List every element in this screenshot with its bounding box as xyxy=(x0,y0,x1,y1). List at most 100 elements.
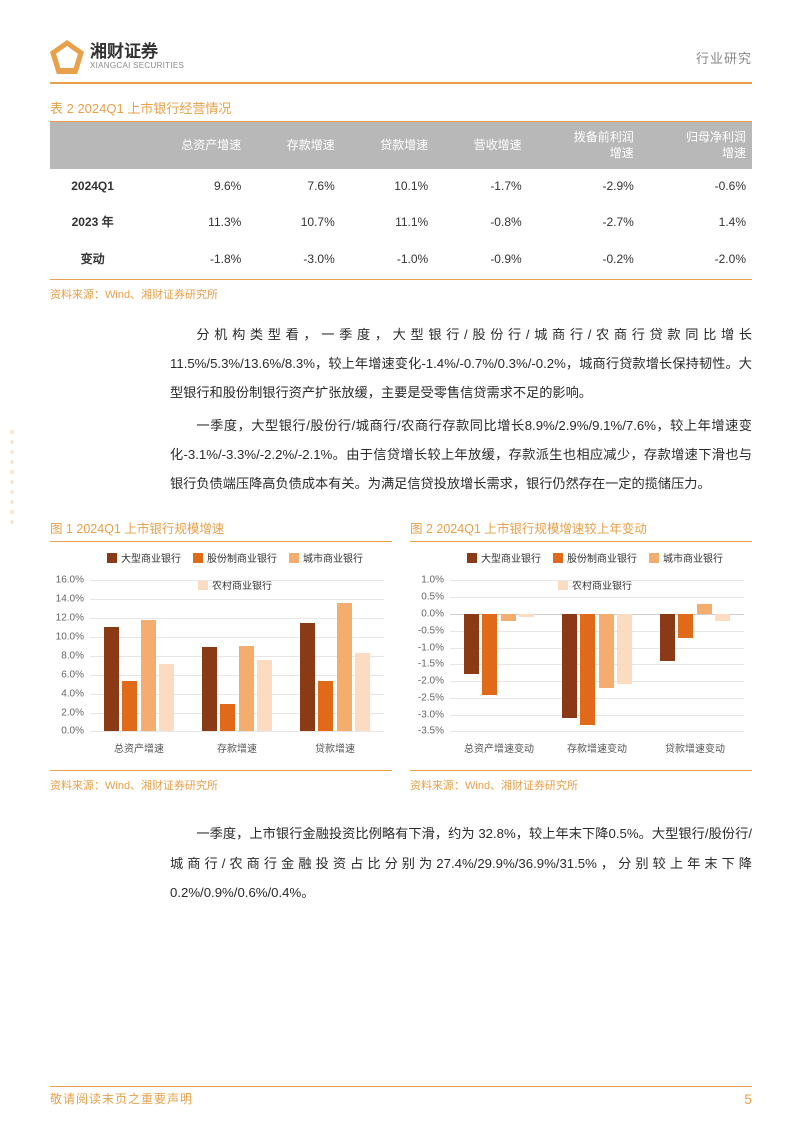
bar xyxy=(318,681,333,731)
ytick-label: 0.5% xyxy=(410,592,444,603)
bar xyxy=(202,647,217,731)
legend-item: 大型商业银行 xyxy=(107,550,181,565)
legend-swatch xyxy=(107,553,117,563)
table-header-cell xyxy=(50,122,135,169)
table-header-cell: 贷款增速 xyxy=(341,122,434,169)
bar xyxy=(464,614,479,674)
chart-2: 图 2 2024Q1 上市银行规模增速较上年变动 大型商业银行股份制商业银行 城市… xyxy=(410,514,752,793)
table-cell: -1.7% xyxy=(434,169,527,203)
ytick-label: -3.0% xyxy=(410,709,444,720)
bar-group: 贷款增速 xyxy=(298,580,372,731)
bar xyxy=(697,604,712,614)
legend-label: 城市商业银行 xyxy=(303,550,363,565)
chart-1-rule xyxy=(50,770,392,771)
legend-label: 大型商业银行 xyxy=(121,550,181,565)
logo: 湘财证券 XIANGCAI SECURITIES xyxy=(50,40,184,74)
xcat-label: 总资产增速变动 xyxy=(462,740,536,755)
plot-area: 0.0%2.0%4.0%6.0%8.0%10.0%12.0%14.0%16.0%… xyxy=(90,580,384,732)
ytick-label: 10.0% xyxy=(50,632,84,643)
xcat-label: 存款增速 xyxy=(200,740,274,755)
ytick-label: 0.0% xyxy=(410,609,444,620)
bar xyxy=(104,627,119,732)
para-3: 一季度，上市银行金融投资比例略有下滑，约为 32.8%，较上年末下降0.5%。大… xyxy=(170,819,752,906)
chart-1-title: 图 1 2024Q1 上市银行规模增速 xyxy=(50,514,392,542)
legend-label: 大型商业银行 xyxy=(481,550,541,565)
bar-group: 存款增速变动 xyxy=(560,580,634,731)
table-cell: -0.2% xyxy=(528,240,640,277)
bar xyxy=(239,646,254,732)
grid-line xyxy=(450,731,744,732)
footer-notice: 敬请阅读末页之重要声明 xyxy=(50,1090,193,1107)
table-cell: -0.9% xyxy=(434,240,527,277)
ytick-label: -1.5% xyxy=(410,659,444,670)
table-cell: 11.3% xyxy=(135,203,247,240)
bar xyxy=(482,614,497,695)
para-1: 分机构类型看，一季度，大型银行/股份行/城商行/农商行贷款同比增长11.5%/5… xyxy=(170,320,752,407)
bar xyxy=(678,614,693,637)
table-rule xyxy=(50,279,752,280)
ytick-label: -1.0% xyxy=(410,642,444,653)
table-cell: 2023 年 xyxy=(50,203,135,240)
xcat-label: 总资产增速 xyxy=(102,740,176,755)
table-header-cell: 营收增速 xyxy=(434,122,527,169)
logo-en: XIANGCAI SECURITIES xyxy=(90,62,184,71)
table-cell: 11.1% xyxy=(341,203,434,240)
legend-swatch xyxy=(553,553,563,563)
bar xyxy=(122,681,137,731)
bar xyxy=(141,620,156,731)
table-cell: 9.6% xyxy=(135,169,247,203)
ytick-label: 4.0% xyxy=(50,688,84,699)
xcat-label: 贷款增速 xyxy=(298,740,372,755)
table-cell: 1.4% xyxy=(640,203,752,240)
legend-swatch xyxy=(649,553,659,563)
body-text-1: 分机构类型看，一季度，大型银行/股份行/城商行/农商行贷款同比增长11.5%/5… xyxy=(170,320,752,498)
legend-item: 大型商业银行 xyxy=(467,550,541,565)
bar xyxy=(519,614,534,617)
header-category: 行业研究 xyxy=(696,48,752,67)
table-cell: -2.0% xyxy=(640,240,752,277)
table-row: 变动-1.8%-3.0%-1.0%-0.9%-0.2%-2.0% xyxy=(50,240,752,277)
ytick-label: 2.0% xyxy=(50,707,84,718)
ytick-label: 0.0% xyxy=(50,726,84,737)
ytick-label: 16.0% xyxy=(50,575,84,586)
xcat-label: 存款增速变动 xyxy=(560,740,634,755)
ytick-label: 8.0% xyxy=(50,650,84,661)
bar xyxy=(355,653,370,731)
xcat-label: 贷款增速变动 xyxy=(658,740,732,755)
bar xyxy=(599,614,614,688)
legend-swatch xyxy=(193,553,203,563)
bar xyxy=(580,614,595,725)
legend-item: 股份制商业银行 xyxy=(553,550,637,565)
table-source: 资料来源：Wind、湘财证券研究所 xyxy=(50,286,752,302)
ytick-label: -2.5% xyxy=(410,692,444,703)
chart-1-source: 资料来源：Wind、湘财证券研究所 xyxy=(50,777,392,793)
page-number: 5 xyxy=(744,1091,752,1107)
ytick-label: -0.5% xyxy=(410,625,444,636)
bar-group: 总资产增速变动 xyxy=(462,580,536,731)
plot-area: -3.5%-3.0%-2.5%-2.0%-1.5%-1.0%-0.5%0.0%0… xyxy=(450,580,744,732)
table-row: 2024Q19.6%7.6%10.1%-1.7%-2.9%-0.6% xyxy=(50,169,752,203)
table-cell: 2024Q1 xyxy=(50,169,135,203)
body-text-2: 一季度，上市银行金融投资比例略有下滑，约为 32.8%，较上年末下降0.5%。大… xyxy=(170,819,752,906)
legend-swatch xyxy=(289,553,299,563)
chart-2-source: 资料来源：Wind、湘财证券研究所 xyxy=(410,777,752,793)
bar-group: 贷款增速变动 xyxy=(658,580,732,731)
ytick-label: 14.0% xyxy=(50,594,84,605)
data-table: 总资产增速存款增速贷款增速营收增速拨备前利润增速归母净利润增速 2024Q19.… xyxy=(50,122,752,277)
table-row: 2023 年11.3%10.7%11.1%-0.8%-2.7%1.4% xyxy=(50,203,752,240)
table-header-cell: 归母净利润增速 xyxy=(640,122,752,169)
legend-label: 城市商业银行 xyxy=(663,550,723,565)
bar xyxy=(257,660,272,732)
chart-1: 图 1 2024Q1 上市银行规模增速 大型商业银行股份制商业银行城市商业银行农… xyxy=(50,514,392,793)
legend-label: 股份制商业银行 xyxy=(207,550,277,565)
table-header-cell: 存款增速 xyxy=(247,122,340,169)
bar xyxy=(617,614,632,684)
table-cell: 10.7% xyxy=(247,203,340,240)
para-2: 一季度，大型银行/股份行/城商行/农商行存款同比增长8.9%/2.9%/9.1%… xyxy=(170,411,752,498)
bar xyxy=(715,614,730,621)
bar xyxy=(159,664,174,732)
page-footer: 敬请阅读末页之重要声明 5 xyxy=(50,1090,752,1107)
table-title: 表 2 2024Q1 上市银行经营情况 xyxy=(50,94,752,122)
chart-2-title: 图 2 2024Q1 上市银行规模增速较上年变动 xyxy=(410,514,752,542)
table-cell: -2.7% xyxy=(528,203,640,240)
